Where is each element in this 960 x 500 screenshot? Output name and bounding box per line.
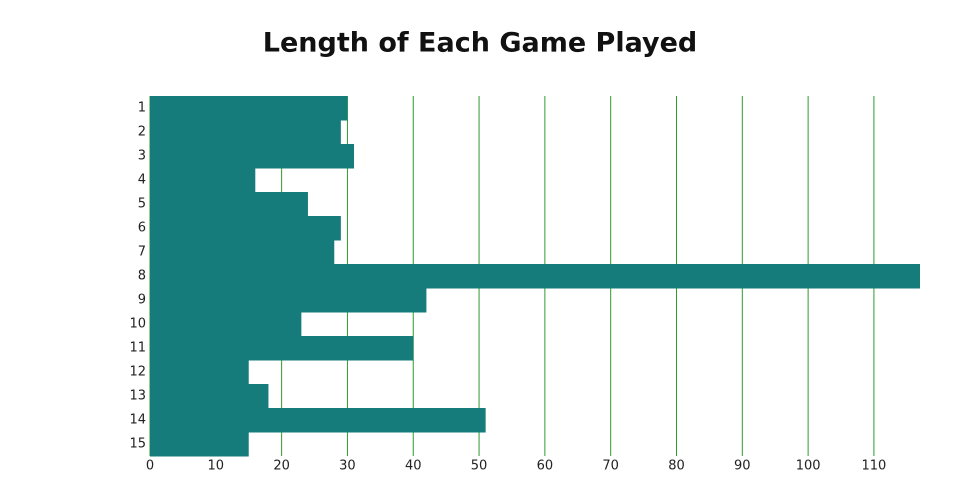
y-tick-label: 13 xyxy=(129,389,146,404)
x-tick-label: 10 xyxy=(208,459,225,474)
bar xyxy=(150,264,920,289)
y-tick-label: 8 xyxy=(138,269,146,284)
x-tick-label: 20 xyxy=(273,459,290,474)
y-tick-label: 4 xyxy=(138,173,146,188)
x-tick-label: 100 xyxy=(796,459,821,474)
bar xyxy=(150,408,486,433)
y-tick-label: 3 xyxy=(138,149,146,164)
bar xyxy=(150,144,355,169)
y-tick-label: 6 xyxy=(138,221,146,236)
x-tick-label: 70 xyxy=(602,459,619,474)
y-tick-label: 15 xyxy=(129,437,146,452)
x-tick-label: 110 xyxy=(862,459,887,474)
bar xyxy=(150,120,341,145)
bar xyxy=(150,216,341,241)
bar xyxy=(150,96,348,121)
y-tick-label: 14 xyxy=(129,413,146,428)
y-tick-label: 5 xyxy=(138,197,146,212)
bar xyxy=(150,312,302,337)
bar xyxy=(150,432,249,457)
y-tick-label: 2 xyxy=(138,125,146,140)
x-tick-label: 0 xyxy=(146,459,154,474)
y-tick-label: 12 xyxy=(129,365,146,380)
bar xyxy=(150,360,249,385)
x-tick-label: 60 xyxy=(537,459,554,474)
chart-title: Length of Each Game Played xyxy=(263,28,697,59)
y-tick-label: 7 xyxy=(138,245,146,260)
y-tick-label: 10 xyxy=(129,317,146,332)
x-tick-label: 30 xyxy=(339,459,356,474)
y-tick-label: 11 xyxy=(129,341,146,356)
x-tick-label: 80 xyxy=(668,459,685,474)
y-tick-label: 9 xyxy=(138,293,146,308)
bar xyxy=(150,288,427,313)
bar xyxy=(150,240,335,265)
bar xyxy=(150,192,308,217)
y-tick-label: 1 xyxy=(138,101,146,116)
bar xyxy=(150,384,269,409)
x-tick-label: 40 xyxy=(405,459,422,474)
x-tick-label: 50 xyxy=(471,459,488,474)
x-tick-label: 90 xyxy=(734,459,751,474)
bar xyxy=(150,168,256,193)
bar xyxy=(150,336,414,361)
